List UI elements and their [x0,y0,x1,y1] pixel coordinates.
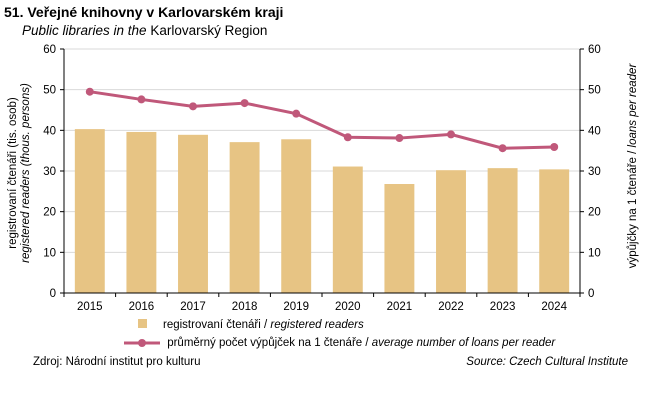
legend-line-label-cz: průměrný počet výpůjček na 1 čtenáře / [167,337,372,349]
bar-2018 [229,142,260,293]
y-right-tick-label: 50 [588,85,601,97]
source-en: Source: Czech Cultural Institute [466,356,628,368]
x-tick-label: 2015 [77,301,103,313]
legend-bar-label-cz: registrovaní čtenáři / [163,319,271,331]
bar-2024 [539,169,570,293]
loans-point-2023 [498,144,507,153]
loans-point-2022 [447,130,455,139]
x-tick-label: 2018 [232,301,258,313]
loans-line [89,90,555,150]
y-right-tick-label: 30 [588,166,601,178]
x-tick-label: 2019 [283,301,309,313]
y-axis-left-label: registrovaní čtenáři (tis. osob) registe… [7,63,33,283]
loans-point-2020 [343,133,352,142]
legend-line-label-en: average number of loans per reader [371,337,556,349]
y-right-tick-label: 10 [588,247,601,259]
subtitle-en: Public libraries in the [22,23,147,38]
x-tick-label: 2024 [541,301,567,313]
loans-point-2024 [550,143,559,152]
bar-2015 [74,129,105,293]
legend-line-swatch [124,338,160,347]
x-tick-label: 2022 [438,301,464,313]
subtitle-region: Karlovarský Region [146,23,268,38]
chart-title: 51. Veřejné knihovny v Karlovarském kraj… [4,4,284,20]
y-axis-right-label: výpůjčky na 1 čtenáře / loans per reader [627,56,639,276]
x-tick-label: 2021 [387,301,413,313]
source-cz: Zdroj: Národní institut pro kulturu [33,356,201,368]
bar-2019 [281,139,312,293]
loans-point-2016 [137,95,146,104]
legend-bar-swatch [138,319,147,328]
y-right-tick-label: 20 [588,207,601,219]
x-tick-label: 2017 [180,301,206,313]
y-left-tick-label: 50 [43,85,56,97]
y-right-label-cz: výpůjčky na 1 čtenáře / [627,147,639,269]
y-left-tick-label: 0 [50,288,56,300]
bar-2022 [436,170,466,293]
legend-item-bars: registrovaní čtenáři / registered reader… [138,319,364,331]
y-right-tick-label: 40 [588,125,601,137]
y-left-tick-label: 60 [43,44,56,56]
y-left-tick-label: 30 [43,166,56,178]
bar-2016 [126,131,157,293]
chart-subtitle: Public libraries in the Karlovarský Regi… [22,23,267,38]
y-left-tick-label: 10 [43,247,56,259]
y-right-label-en: loans per reader [627,63,639,148]
y-left-tick-label: 20 [43,207,56,219]
x-tick-label: 2016 [129,301,155,313]
y-left-label-en: registered readers (thous. persons) [20,83,32,263]
y-left-label-cz: registrovaní čtenáři (tis. osob) [7,97,19,249]
legend-bar-label-en: registered readers [270,319,364,331]
loans-point-2018 [240,99,249,108]
y-left-tick-label: 40 [43,125,56,137]
loans-point-2015 [85,87,94,96]
y-right-tick-label: 0 [588,288,594,300]
bar-2020 [332,166,363,293]
y-right-tick-label: 60 [588,44,601,56]
loans-point-2021 [395,134,404,143]
bar-2021 [384,184,415,293]
loans-point-2019 [292,109,301,118]
bar-2017 [178,134,208,293]
loans-point-2017 [189,102,197,111]
x-tick-label: 2023 [490,301,516,313]
bar-2023 [487,168,518,293]
legend-item-line: průměrný počet výpůjček na 1 čtenáře / a… [124,337,555,349]
x-tick-label: 2020 [335,301,361,313]
